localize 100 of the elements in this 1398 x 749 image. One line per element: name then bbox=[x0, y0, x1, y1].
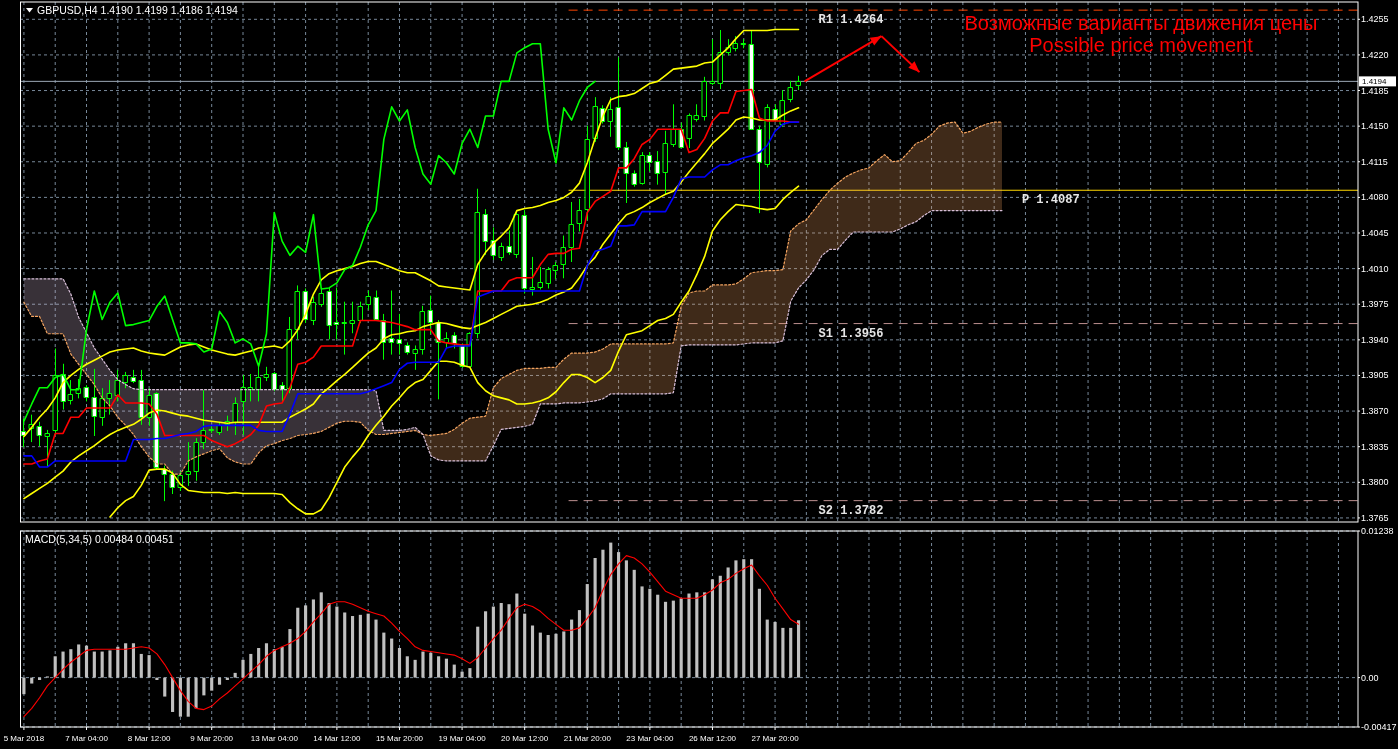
y-tick-label: 1.4115 bbox=[1361, 156, 1388, 167]
candlestick bbox=[241, 374, 246, 435]
y-tick-label: 1.3975 bbox=[1361, 299, 1389, 310]
candlestick bbox=[194, 438, 199, 481]
chart-title: MACD(5,34,5) 0.00484 0.00451 bbox=[25, 533, 175, 545]
bar bbox=[703, 592, 707, 678]
ref-line-label: S2 1.3782 bbox=[818, 503, 884, 518]
candlestick bbox=[788, 80, 793, 103]
bar bbox=[374, 619, 378, 678]
x-tick-label: 8 Mar 12:00 bbox=[127, 734, 171, 743]
bar bbox=[390, 638, 394, 678]
candlestick bbox=[350, 301, 355, 334]
bar bbox=[202, 677, 206, 696]
bar bbox=[358, 614, 362, 678]
candlestick bbox=[569, 201, 574, 262]
bar bbox=[163, 677, 167, 697]
y-tick-label: 1.4185 bbox=[1361, 85, 1389, 96]
candlestick bbox=[749, 31, 754, 130]
bar bbox=[171, 677, 175, 712]
candlestick bbox=[694, 104, 699, 122]
bar bbox=[257, 648, 261, 678]
bar bbox=[679, 598, 683, 678]
bar bbox=[750, 559, 754, 678]
bar bbox=[53, 656, 57, 678]
bar bbox=[30, 677, 34, 684]
line-series bbox=[109, 185, 800, 518]
bar bbox=[546, 634, 550, 678]
bar bbox=[718, 575, 722, 678]
bar bbox=[585, 584, 589, 678]
candlestick bbox=[374, 290, 379, 322]
bar bbox=[108, 650, 112, 678]
annotation: Возможные варианты движения цены bbox=[964, 12, 1318, 34]
bar bbox=[781, 627, 785, 678]
bar bbox=[366, 613, 370, 678]
bar bbox=[116, 646, 120, 678]
candlestick bbox=[170, 470, 175, 495]
y-tick-label: 0.00 bbox=[1361, 672, 1379, 683]
candlestick bbox=[499, 242, 504, 261]
candlestick bbox=[107, 380, 112, 415]
y-tick-label: 1.4045 bbox=[1361, 228, 1389, 238]
candlestick bbox=[92, 368, 97, 436]
x-tick-label: 9 Mar 20:00 bbox=[190, 734, 234, 743]
bar bbox=[241, 659, 245, 678]
bar bbox=[577, 610, 582, 678]
bar bbox=[609, 542, 613, 678]
candlestick bbox=[131, 369, 136, 384]
candlestick bbox=[514, 212, 519, 258]
candlestick bbox=[796, 75, 801, 91]
candlestick bbox=[295, 285, 300, 340]
x-tick-label: 13 Mar 04:00 bbox=[250, 734, 299, 743]
y-tick-label: 1.4255 bbox=[1361, 14, 1389, 25]
bar bbox=[562, 631, 566, 678]
y-tick-label: 1.3800 bbox=[1361, 477, 1389, 488]
candlestick bbox=[287, 316, 292, 394]
candlestick bbox=[233, 397, 238, 435]
bar bbox=[311, 599, 315, 678]
bar bbox=[335, 606, 339, 678]
candlestick bbox=[507, 230, 512, 255]
x-tick-label: 21 Mar 20:00 bbox=[563, 734, 612, 743]
bar bbox=[92, 651, 96, 678]
bar bbox=[296, 607, 300, 678]
line-series bbox=[23, 210, 1003, 462]
bar bbox=[515, 593, 519, 678]
bar bbox=[100, 651, 104, 678]
bar bbox=[773, 621, 777, 678]
bar bbox=[726, 567, 730, 678]
candlestick bbox=[209, 424, 214, 433]
candlestick bbox=[436, 320, 441, 400]
y-tick-label: 1.3765 bbox=[1361, 512, 1389, 523]
candlestick bbox=[413, 345, 418, 370]
bar bbox=[69, 649, 73, 678]
line-series bbox=[23, 555, 800, 718]
bar bbox=[538, 632, 542, 678]
bar bbox=[499, 603, 503, 678]
bar bbox=[382, 632, 386, 678]
x-tick-label: 7 Mar 04:00 bbox=[65, 734, 109, 743]
candlestick bbox=[420, 305, 425, 355]
candlestick bbox=[655, 151, 660, 185]
bar bbox=[280, 646, 284, 678]
candlestick bbox=[741, 39, 746, 49]
bar bbox=[272, 649, 276, 678]
x-tick-label: 26 Mar 12:00 bbox=[688, 734, 737, 743]
candlestick bbox=[616, 57, 621, 151]
x-tick-label: 23 Mar 04:00 bbox=[626, 734, 674, 743]
bar bbox=[476, 626, 480, 678]
candlestick bbox=[538, 267, 543, 290]
ref-line-label: R1 1.4264 bbox=[818, 13, 884, 28]
candlestick bbox=[264, 366, 269, 382]
bar bbox=[734, 560, 738, 678]
candlestick bbox=[248, 373, 253, 402]
bar bbox=[624, 560, 628, 678]
candlestick bbox=[45, 429, 50, 467]
candlestick bbox=[585, 125, 590, 221]
bar bbox=[124, 643, 128, 678]
candlestick bbox=[624, 141, 629, 203]
bar bbox=[327, 603, 331, 678]
bar bbox=[304, 605, 308, 678]
y-tick-label: 1.3835 bbox=[1361, 441, 1389, 452]
candlestick bbox=[162, 465, 167, 502]
bar bbox=[695, 592, 699, 678]
